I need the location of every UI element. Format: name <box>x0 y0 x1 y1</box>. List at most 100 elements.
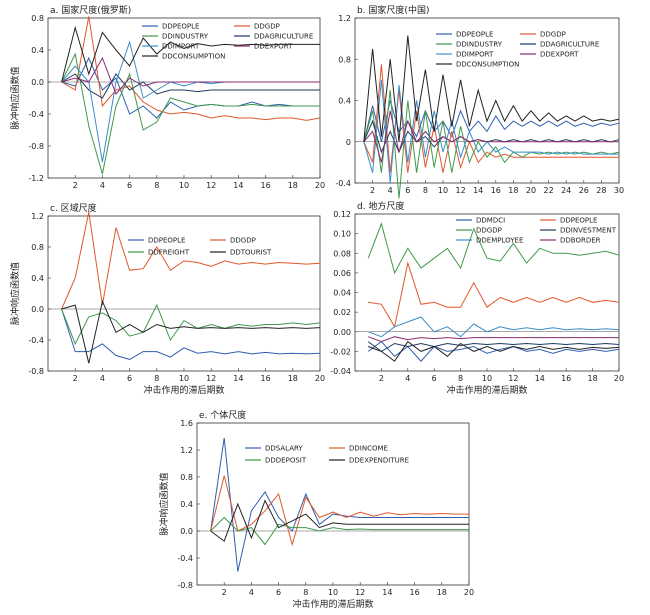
x-tick-label: 8 <box>423 186 428 195</box>
legend-label: DDTOURIST <box>230 249 272 257</box>
x-tick-label: 10 <box>179 181 189 190</box>
y-tick-label: 0.4 <box>31 274 44 283</box>
series-line-ddconsumption <box>61 25 320 83</box>
series-line-ddpeople <box>61 308 321 360</box>
legend-label: DDINCOME <box>349 445 388 453</box>
x-tick-label: 12 <box>355 588 365 597</box>
series-line-ddinvestment <box>367 341 620 353</box>
y-tick-label: -0.4 <box>28 336 44 345</box>
y-tick-label: 0.8 <box>31 14 44 23</box>
series-line-ddmdci <box>367 340 620 362</box>
series-line-unnamed-6 <box>368 340 620 362</box>
x-tick-label: 20 <box>464 588 474 597</box>
x-tick-label: 2 <box>370 186 375 195</box>
x-tick-label: 14 <box>382 588 392 597</box>
x-axis-label: 冲击作用的滞后期数 <box>446 384 527 396</box>
x-tick-label: 20 <box>315 374 325 383</box>
y-tick-label: 0.8 <box>338 55 351 64</box>
chart-title: a. 国家尺度(俄罗斯) <box>50 4 131 16</box>
x-tick-label: 14 <box>473 186 483 195</box>
series-line-ddgdp <box>367 222 620 275</box>
chart-title: c. 区域尺度 <box>50 202 97 214</box>
y-tick-label: -1.2 <box>28 174 44 183</box>
series-line-ddconsumption <box>363 35 620 142</box>
legend-label: DDIMPORT <box>162 43 200 51</box>
y-tick-label: 0.08 <box>333 249 351 258</box>
x-tick-label: 22 <box>544 186 554 195</box>
series-line-ddexpenditure <box>210 499 469 542</box>
x-tick-label: 26 <box>579 186 589 195</box>
legend-label: DDINDUSTRY <box>162 33 209 41</box>
legend-label: DDEXPENDITURE <box>349 457 409 465</box>
chart-title: d. 地方尺度 <box>357 200 404 212</box>
series-line-ddagriculture <box>61 73 320 99</box>
x-tick-label: 20 <box>526 186 536 195</box>
legend-label: DDPEOPLE <box>456 31 493 39</box>
legend-label: DDPEOPLE <box>560 217 597 225</box>
legend-label: DDEXPORT <box>254 43 293 51</box>
x-tick-label: 4 <box>388 186 393 195</box>
chart-panel-b: b. 国家尺度(中国)-0.400.40.81.22 4 6 8 10 12 14 16 18 2… <box>335 4 624 199</box>
y-tick-label: -0.4 <box>177 554 193 563</box>
y-tick-label: -0.4 <box>28 110 44 119</box>
y-tick-label: 0 <box>346 138 351 147</box>
x-tick-label: 20 <box>315 181 325 190</box>
x-tick-label: 14 <box>233 374 243 383</box>
y-tick-label: 1.6 <box>180 419 193 428</box>
x-tick-label: 2 <box>73 374 78 383</box>
x-tick-label: 6 <box>405 186 410 195</box>
series-line-ddgdp <box>61 16 321 121</box>
x-tick-label: 6 <box>127 374 132 383</box>
y-tick-label: -0.4 <box>335 179 351 188</box>
y-tick-label: 0.06 <box>333 269 351 278</box>
y-tick-label: 0.10 <box>333 230 351 239</box>
chart-panel-a: a. 国家尺度(俄罗斯) -1.2 -0.8 -0.4 0.0 0.4 0.8 2 4 6 8 10 1… <box>9 4 325 190</box>
y-tick-label: 0.12 <box>333 210 351 219</box>
legend-label: DDIMPORT <box>456 51 494 59</box>
x-tick-label: 16 <box>561 374 571 383</box>
y-tick-label: 0.0 <box>31 78 44 87</box>
legend-label: DDGDP <box>230 237 256 245</box>
legend-label: DDEMPLOYEE <box>476 237 523 245</box>
legend-label: DDINDUSTRY <box>456 41 503 49</box>
x-tick-label: 12 <box>508 374 518 383</box>
y-axis-label: 脉冲响应函数值 <box>9 66 21 129</box>
x-tick-label: 20 <box>614 374 624 383</box>
legend-label: DDPEOPLE <box>148 237 185 245</box>
legend-label: DDGDP <box>476 227 502 235</box>
x-tick-label: 10 <box>179 374 189 383</box>
legend-label: DDEXPORT <box>540 51 579 59</box>
series-line-ddpeople <box>368 261 620 329</box>
y-axis-label: 脉冲响应函数值 <box>9 262 21 325</box>
y-tick-label: 0.04 <box>333 289 351 298</box>
legend-label: DDINVESTMENT <box>560 227 617 235</box>
y-tick-label: -0.8 <box>28 367 44 376</box>
chart-panel-e: e. 个体尺度 -0.8 -0.4 0.0 0.4 0.8 1.2 1.6 2 4 6 8 10 12 14… <box>158 409 474 610</box>
y-axis-label: 脉冲响应函数值 <box>158 472 170 535</box>
legend-label: DDPEOPLE <box>162 23 199 31</box>
y-tick-label: 0.4 <box>31 46 44 55</box>
series-line-ddindustry <box>363 90 620 199</box>
chart-panel-d: d. 地方尺度 -0.04 -0.02 0.00 0.02 0.04 0.06 0.08 0.1… <box>330 200 624 396</box>
x-tick-label: 4 <box>405 374 410 383</box>
y-tick-label: -0.02 <box>330 347 351 356</box>
series-line-ddgdp <box>61 211 321 310</box>
x-tick-label: 10 <box>328 588 338 597</box>
y-tick-label: 1.2 <box>31 212 44 221</box>
series-line-ddfreight <box>61 303 321 346</box>
x-tick-label: 4 <box>100 181 105 190</box>
series-line-ddpeople <box>363 100 620 142</box>
x-tick-label: 24 <box>561 186 571 195</box>
y-tick-label: 0.8 <box>31 243 44 252</box>
series-line-ddsalary <box>210 437 469 572</box>
x-tick-label: 18 <box>508 186 518 195</box>
x-tick-label: 28 <box>596 186 606 195</box>
x-tick-label: 6 <box>276 588 281 597</box>
chart-title: b. 国家尺度(中国) <box>357 4 429 16</box>
x-tick-label: 14 <box>233 181 243 190</box>
y-tick-label: 0.4 <box>180 500 193 509</box>
x-tick-label: 18 <box>437 588 447 597</box>
chart-panel-c: c. 区域尺度 -0.8 -0.4 0.0 0.4 0.8 1.2 2 4 6 8 10 12 14 16 1… <box>9 202 325 396</box>
series-line-ddimport <box>363 79 619 184</box>
x-tick-label: 16 <box>491 186 501 195</box>
